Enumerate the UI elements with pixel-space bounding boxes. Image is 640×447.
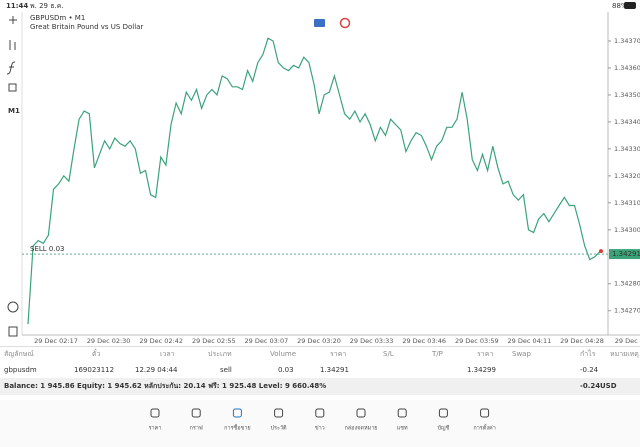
x-tick-label: 29 Dec 03:20 [297, 337, 341, 345]
status-date: พ. 29 ธ.ค. [30, 2, 64, 10]
table-header: กำไร [580, 349, 596, 358]
nav-icon[interactable] [232, 408, 242, 418]
zoom-tool[interactable] [7, 301, 19, 313]
table-header: Swap [512, 350, 531, 358]
table-header: หมายเหตุ [610, 350, 639, 358]
status-time: 11:44 [6, 2, 28, 10]
table-cell: 169023112 [74, 366, 114, 374]
nav-label[interactable]: กล่องจดหมาย [344, 426, 377, 432]
nav-label[interactable]: การซื้อขาย [224, 424, 250, 432]
table-header: สัญลักษณ์ [4, 350, 34, 358]
template-tool[interactable] [8, 326, 18, 337]
table-cell: sell [220, 366, 232, 374]
trade-icon[interactable] [339, 17, 351, 29]
y-tick-label: 1.34320 [614, 172, 640, 180]
table-header: ตั๋ว [92, 349, 101, 358]
price-tag [609, 249, 640, 260]
table-header: ราคา [330, 350, 346, 358]
x-tick-label: 29 Dec 04:28 [560, 337, 604, 345]
nav-icon[interactable] [397, 408, 407, 418]
table-cell: -0.24 [580, 366, 599, 374]
nav-label[interactable]: ประวัติ [271, 425, 287, 432]
table-header: ราคา [477, 350, 493, 358]
x-tick-label: 29 Dec 03:07 [245, 337, 289, 345]
nav-icon[interactable] [438, 408, 448, 418]
nav-icon[interactable] [150, 408, 160, 418]
divider [0, 346, 640, 347]
indicator-tool[interactable] [6, 61, 16, 75]
x-tick-label: 29 Dec 04:4 [615, 337, 640, 345]
table-header: ประเภท [208, 350, 232, 358]
x-tick-label: 29 Dec 03:33 [350, 337, 394, 345]
nav-label[interactable]: ราคา [149, 426, 162, 432]
table-header: เวลา [160, 350, 175, 358]
y-tick-label: 1.34330 [614, 145, 640, 153]
x-tick-label: 29 Dec 03:59 [455, 337, 499, 345]
crosshair-tool[interactable] [9, 16, 17, 24]
summary-profit: -0.24 [580, 382, 600, 390]
nav-label[interactable]: กราฟ [190, 425, 203, 432]
table-header: S/L [383, 350, 394, 358]
nav-label[interactable]: การตั้งค่า [473, 424, 495, 432]
table-header: T/P [431, 350, 443, 358]
x-tick-label: 29 Dec 03:46 [402, 337, 446, 345]
chart-description: Great Britain Pound vs US Dollar [30, 23, 143, 31]
x-tick-label: 29 Dec 02:42 [139, 337, 183, 345]
y-tick-label: 1.34270 [614, 307, 640, 315]
chart-bg [0, 12, 640, 346]
table-cell: 0.03 [278, 366, 294, 374]
summary-currency: USD [600, 382, 617, 390]
nav-label[interactable]: บัญชี [437, 425, 449, 432]
nav-icon[interactable] [480, 408, 490, 418]
object-tool[interactable] [8, 83, 17, 92]
table-cell: gbpusdm [4, 366, 37, 374]
summary-bg [0, 378, 640, 395]
x-tick-label: 29 Dec 02:17 [34, 337, 78, 345]
y-tick-label: 1.34340 [614, 118, 640, 126]
x-tick-label: 29 Dec 04:11 [508, 337, 552, 345]
y-tick-label: 1.34300 [614, 226, 640, 234]
left-toolbar [6, 16, 19, 337]
nav-label[interactable]: ข่าว [315, 426, 325, 432]
one-click-icon[interactable] [314, 19, 325, 27]
y-tick-label: 1.34280 [614, 280, 640, 288]
price-tag-label: 1.34291 [612, 250, 640, 258]
nav-label[interactable]: แชท [397, 425, 408, 432]
current-point [599, 249, 603, 254]
summary-text: Balance: 1 945.86 Equity: 1 945.62 หลักป… [4, 382, 326, 390]
chart-type-tool[interactable] [9, 40, 16, 50]
y-tick-label: 1.34350 [614, 91, 640, 99]
y-tick-label: 1.34360 [614, 64, 640, 72]
nav-bar [0, 400, 640, 447]
table-header: Volume [270, 350, 296, 358]
y-tick-label: 1.34310 [614, 199, 640, 207]
status-battery: 88% [612, 2, 628, 10]
table-cell: 1.34299 [467, 366, 496, 374]
x-tick-label: 29 Dec 02:55 [192, 337, 236, 345]
battery-icon [624, 2, 636, 9]
timeframe-button[interactable]: M1 [8, 107, 20, 115]
table-cell: 1.34291 [320, 366, 349, 374]
order-label: SELL 0.03 [30, 245, 64, 253]
price-line [27, 37, 601, 325]
chart-symbol: GBPUSDm • M1 [30, 14, 85, 22]
nav-icon[interactable] [191, 408, 201, 418]
y-tick-label: 1.34370 [614, 37, 640, 45]
nav-icon[interactable] [315, 408, 325, 418]
x-tick-label: 29 Dec 02:30 [87, 337, 131, 345]
table-cell: 12.29 04:44 [135, 366, 178, 374]
nav-icon[interactable] [356, 408, 366, 418]
nav-icon[interactable] [274, 408, 284, 418]
